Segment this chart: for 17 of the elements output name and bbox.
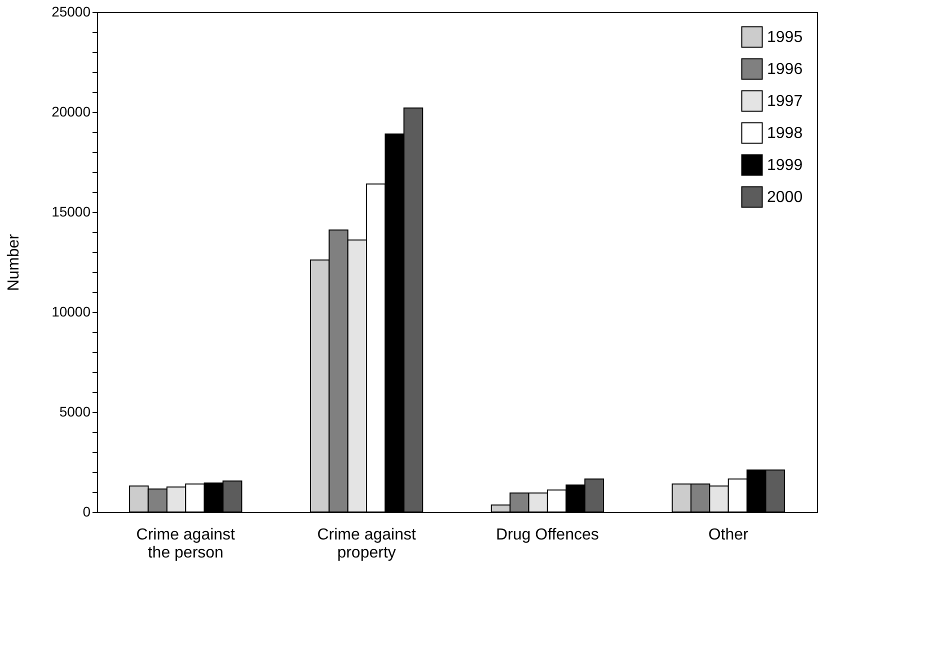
y-tick-label: 20000 [52,104,91,120]
y-tick-label: 10000 [52,304,91,320]
y-tick-label: 5000 [59,404,91,420]
legend-label: 1998 [767,125,803,142]
x-tick-label: Drug Offences [496,526,599,544]
legend-label: 1999 [767,157,803,174]
legend-label: 1995 [767,29,803,46]
legend-label: 1996 [767,61,803,78]
x-tick-label: Crime against property [317,526,416,562]
legend-label: 1997 [767,93,803,110]
x-tick-label: Other [708,526,750,544]
y-tick-label: 15000 [52,204,91,220]
x-tick-label: Crime against the person [136,526,236,562]
y-axis-title: Number [6,233,23,291]
legend-label: 2000 [767,189,803,206]
y-tick-label: 0 [82,504,91,520]
y-tick-label: 25000 [52,4,91,20]
